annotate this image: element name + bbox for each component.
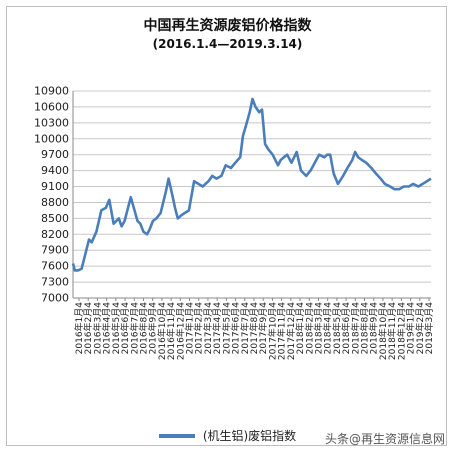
chart-svg: 7000 7300 7600 7900 8200 8500 8800 9100 9400 9700… [34,85,435,361]
x-tick-label: 2016年7月4 [128,302,140,355]
x-tick-label: 2018年1月4 [294,302,306,355]
x-tick-label: 2016年12月4 [174,302,186,360]
x-tick-label: 2018年11月4 [386,302,398,360]
x-tick-label: 2016年4月4 [101,302,113,355]
y-tick-label: 7600 [41,260,69,273]
x-tick-label: 2018年2月4 [303,302,315,355]
x-tick-label: 2017年11月4 [276,302,288,360]
x-tick-label: 2019年3月4 [423,302,435,355]
x-tick-label: 2016年1月4 [73,302,85,355]
y-tick-label: 7900 [41,244,69,257]
y-tick-label: 8800 [41,196,69,209]
x-tick-label: 2017年4月4 [211,302,223,355]
x-tick-label: 2018年10月4 [377,302,389,360]
x-tick-label: 2018年4月4 [322,302,334,355]
y-tick-label: 9400 [41,164,69,177]
x-tick-label: 2017年10月4 [266,302,278,360]
chart-subtitle: (2016.1.4—2019.3.14) [152,37,303,51]
x-tick-label: 2017年5月4 [220,302,232,355]
y-tick-label: 9100 [41,180,69,193]
x-tick-label: 2017年2月4 [193,302,205,355]
x-tick-label: 2016年2月4 [82,302,94,355]
x-tick-label: 2018年9月4 [368,302,380,355]
x-tick-label: 2017年12月4 [285,302,297,360]
y-tick-label: 8500 [41,212,69,225]
chart-legend: (机生铝)废铝指数 [7,427,448,444]
x-tick-label: 2018年7月4 [349,302,361,355]
x-tick-label: 2016年3月4 [91,302,103,355]
x-tick-label: 2018年3月4 [312,302,324,355]
y-tick-label: 10900 [34,85,69,98]
x-tick-label: 2016年10月4 [156,302,168,360]
x-tick-label: 2017年1月4 [184,302,196,355]
x-tick-label: 2017年8月4 [248,302,260,355]
x-tick-label: 2018年5月4 [331,302,343,355]
x-tick-label: 2018年6月4 [340,302,352,355]
watermark: 头条@再生资源信息网 [324,432,445,446]
y-tick-label: 10000 [34,132,69,145]
legend-label: (机生铝)废铝指数 [202,429,297,443]
y-tick-label: 10600 [34,100,69,113]
x-tick-label: 2016年6月4 [119,302,131,355]
x-tick-label: 2016年8月4 [137,302,149,355]
y-tick-label: 9700 [41,148,69,161]
y-tick-label: 7300 [41,276,69,289]
x-tick-label: 2017年6月4 [230,302,242,355]
y-tick-label: 8200 [41,228,69,241]
legend-swatch [158,433,195,438]
x-tick-label: 2019年2月4 [414,302,426,355]
x-tick-label: 2016年11月4 [165,302,177,360]
x-tick-label: 2017年9月4 [257,302,269,355]
x-tick-label: 2018年8月4 [359,302,371,355]
x-tick-label: 2016年5月4 [110,302,122,355]
x-tick-label: 2018年12月4 [395,302,407,360]
y-tick-label: 10300 [34,116,69,129]
x-tick-label: 2017年3月4 [202,302,214,355]
x-tick-label: 2016年9月4 [147,302,159,355]
chart-frame: 中国再生资源废铝价格指数 (2016.1.4—2019.3.14) 7000 73… [6,6,447,446]
x-tick-label: 2019年1月4 [405,302,417,355]
x-tick-label: 2017年7月4 [239,302,251,355]
chart-title: 中国再生资源废铝价格指数 [143,18,312,34]
y-tick-label: 7000 [41,292,69,305]
series-line [71,97,432,272]
